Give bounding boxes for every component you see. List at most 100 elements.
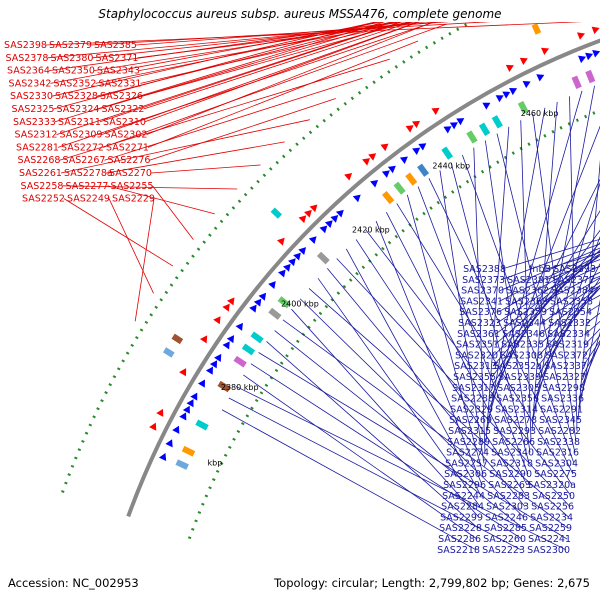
forward-gene	[399, 156, 408, 164]
gene-label: SAS2316	[536, 448, 579, 459]
leader-line	[54, 0, 458, 123]
gene-label: SAS2258	[21, 181, 64, 192]
gene-label: SAS2241	[528, 534, 571, 545]
gene-features	[149, 0, 600, 470]
leader-line	[375, 220, 483, 486]
leader-line	[531, 101, 558, 432]
forward-gene	[182, 405, 190, 414]
leader-line	[147, 40, 419, 148]
leader-line	[92, 2, 600, 59]
gene-label: SAS2309	[60, 130, 103, 141]
summary-text: Topology: circular; Length: 2,799,802 bp…	[273, 576, 590, 590]
gene-label: SAS2355	[453, 372, 496, 383]
gene-label: SAS2293	[493, 426, 536, 437]
gene-label: SAS2359	[504, 307, 547, 318]
forward-gene	[412, 147, 421, 155]
leader-line	[499, 247, 600, 291]
gene-block	[250, 331, 264, 344]
leader-line	[107, 185, 215, 215]
leader-line	[243, 374, 478, 540]
gene-label: SAS2314	[495, 404, 538, 415]
leader-line	[532, 113, 577, 442]
leader-line	[99, 0, 470, 123]
gene-label: fnbB	[529, 264, 551, 275]
leader-line	[48, 0, 557, 71]
forward-gene	[519, 57, 528, 65]
forward-gene	[335, 209, 344, 218]
gene-label: SAS2398	[4, 40, 47, 51]
leader-line	[488, 125, 600, 410]
gene-label: SAS2278	[494, 415, 537, 426]
leader-line	[534, 236, 600, 399]
leader-line	[327, 268, 526, 507]
leader-line	[428, 178, 574, 475]
gene-label: SAS2379	[49, 40, 92, 51]
leader-line	[539, 287, 600, 345]
backbone-arc	[126, 38, 600, 518]
leader-line	[258, 352, 568, 540]
forward-gene	[495, 95, 504, 103]
gene-label: SAS2344	[503, 318, 546, 329]
forward-gene	[591, 26, 600, 35]
leader-line	[50, 0, 502, 84]
accession-text: Accession: NC_002953	[8, 576, 139, 590]
gene-block	[531, 23, 542, 35]
gene-label: SAS2267	[63, 155, 106, 166]
gene-label: SAS2257	[445, 458, 488, 469]
leader-line	[386, 211, 528, 486]
forward-gene	[456, 118, 465, 126]
gene-label: SAS2286	[438, 534, 481, 545]
forward-gene	[387, 165, 396, 174]
forward-gene	[156, 408, 164, 417]
forward-gene	[522, 80, 531, 89]
gene-label: SAS2340	[491, 448, 534, 459]
gene-label: SAS2268	[18, 155, 61, 166]
leader-line	[406, 194, 484, 475]
forward-gene	[214, 353, 222, 362]
forward-gene	[324, 220, 333, 228]
gene-label: SAS2325	[12, 104, 55, 115]
leader-line	[450, 162, 530, 464]
gene-label: SAS2328	[55, 91, 98, 102]
gene-label: SAS2346	[502, 329, 545, 340]
forward-gene	[268, 281, 276, 290]
gene-label: SAS2263	[488, 480, 531, 491]
gene-label: SAS2229	[112, 194, 155, 205]
gene-label: SAS2302	[105, 130, 148, 141]
gene-block	[175, 459, 189, 470]
forward-gene	[222, 303, 230, 312]
leader-line	[282, 319, 569, 529]
leader-line	[56, 0, 469, 135]
leader-line	[578, 299, 600, 410]
leader-line	[60, 119, 310, 174]
gene-block	[405, 172, 418, 186]
forward-gene	[541, 47, 550, 56]
gene-label: SAS2377	[552, 275, 595, 286]
gene-label: SAS2319	[546, 340, 589, 351]
gene-label: SAS2352	[54, 78, 97, 89]
gene-block	[181, 445, 196, 457]
leader-lines	[45, 0, 600, 551]
forward-gene	[330, 215, 339, 223]
gene-block	[162, 347, 175, 358]
leader-line	[489, 178, 600, 399]
gene-label: SAS2351	[456, 340, 499, 351]
leader-line	[63, 198, 174, 267]
leader-line	[396, 203, 573, 486]
leader-line	[497, 253, 600, 313]
leader-line	[520, 120, 532, 442]
tick-label: 2400 kbp	[281, 300, 319, 309]
gene-label: SAS2312	[15, 130, 58, 141]
forward-gene	[298, 215, 307, 224]
leader-line	[308, 288, 570, 518]
gene-label: SAS2320	[455, 350, 498, 361]
gene-block	[241, 343, 256, 356]
forward-gene	[226, 335, 235, 344]
gene-label: SAS2385	[94, 40, 137, 51]
gene-block	[491, 115, 503, 129]
leader-line	[494, 253, 600, 345]
gene-label: SAS2354	[549, 307, 592, 318]
